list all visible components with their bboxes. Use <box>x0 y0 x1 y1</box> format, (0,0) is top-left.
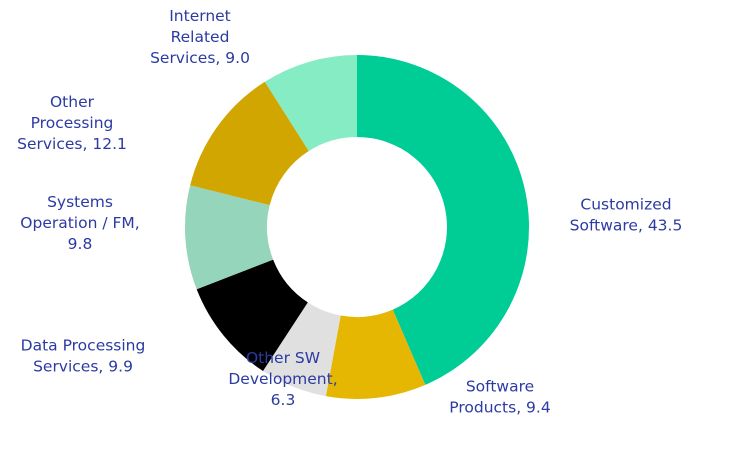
slice-label-4: Systems Operation / FM, 9.8 <box>20 193 139 253</box>
slice-label-6: Internet Related Services, 9.0 <box>150 7 250 67</box>
slice-1 <box>325 309 426 399</box>
slices-group <box>185 55 530 399</box>
slice-label-line: Operation / FM, <box>20 214 139 232</box>
slice-label-line: Internet <box>169 7 231 25</box>
slice-label-line: Services, 12.1 <box>17 135 127 153</box>
slice-label-3: Data Processing Services, 9.9 <box>21 337 146 376</box>
slice-label-line: Systems <box>47 193 113 211</box>
slice-label-1: Software Products, 9.4 <box>449 378 550 417</box>
slice-label-line: 9.8 <box>68 235 93 253</box>
slice-label-line: Data Processing <box>21 337 146 355</box>
slice-label-line: Customized <box>580 196 671 214</box>
slice-label-5: Other Processing Services, 12.1 <box>17 93 127 153</box>
slice-label-line: Other <box>50 93 95 111</box>
slice-label-line: Software, 43.5 <box>570 217 683 235</box>
slice-5 <box>190 81 309 206</box>
slice-label-line: Services, 9.9 <box>33 358 133 376</box>
slice-6 <box>264 55 357 152</box>
slice-3 <box>196 259 308 372</box>
slice-label-line: 6.3 <box>271 391 296 409</box>
slice-label-line: Other SW <box>246 349 320 367</box>
slice-label-2: Other SW Development, 6.3 <box>228 349 337 409</box>
slice-label-line: Related <box>171 28 230 46</box>
slice-label-line: Development, <box>228 370 337 388</box>
slice-2 <box>263 302 341 397</box>
labels-group: Customized Software, 43.5 Software Products… <box>17 7 682 417</box>
slice-label-line: Processing <box>31 114 114 132</box>
slice-label-0: Customized Software, 43.5 <box>570 196 683 235</box>
slice-label-line: Products, 9.4 <box>449 399 550 417</box>
slice-label-line: Software <box>466 378 534 396</box>
slice-0 <box>357 55 530 385</box>
slice-label-line: Services, 9.0 <box>150 49 250 67</box>
slice-4 <box>185 185 274 290</box>
